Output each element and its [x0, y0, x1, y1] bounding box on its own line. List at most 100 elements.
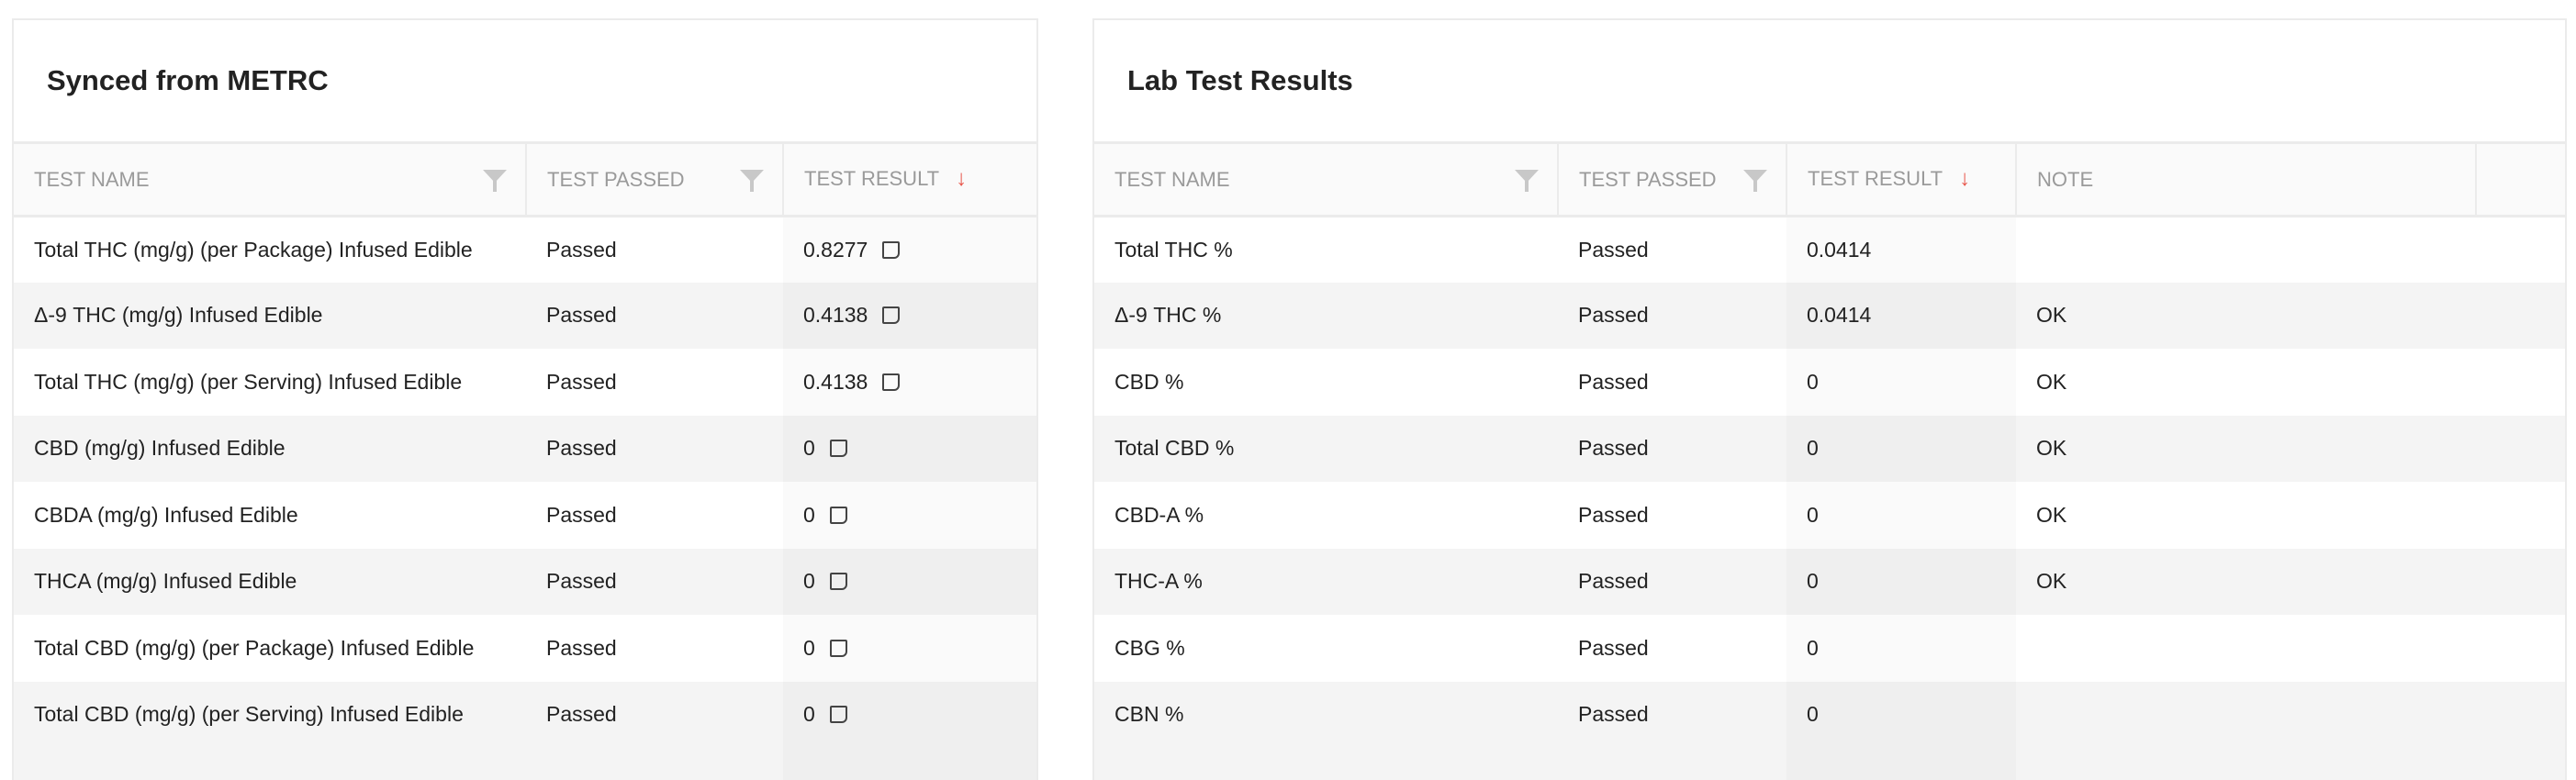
- column-header-test-name[interactable]: TEST NAME: [1094, 144, 1559, 217]
- cell-text: CBDA (mg/g) Infused Edible: [34, 502, 298, 527]
- cell-text: Passed: [1578, 436, 1649, 461]
- table-row[interactable]: Δ-9 THC % Passed 0.0414 OK: [1094, 282, 2565, 349]
- test-name-cell: Total THC (mg/g) (per Serving) Infused E…: [14, 349, 526, 416]
- cell-text: 0: [803, 569, 815, 594]
- table-row[interactable]: CBN % Passed 0: [1094, 681, 2565, 748]
- cell-text: Passed: [1578, 635, 1649, 660]
- filter-icon[interactable]: [483, 170, 507, 192]
- table-row[interactable]: THCA (mg/g) Infused Edible Passed 0: [14, 548, 1036, 615]
- test-result-cell: 0: [783, 482, 1036, 549]
- test-passed-cell: Passed: [526, 681, 783, 748]
- test-passed-cell: Passed: [1558, 282, 1786, 349]
- test-result-cell: 0: [783, 415, 1036, 482]
- cell-text: Passed: [546, 237, 617, 262]
- note-icon[interactable]: [882, 306, 901, 325]
- lab-results-panel: Lab Test Results TEST NAME TEST PASSED T…: [1092, 18, 2567, 780]
- test-name-cell: Δ-9 THC (mg/g) Infused Edible: [14, 282, 526, 349]
- table-row[interactable]: Total THC (mg/g) (per Package) Infused E…: [14, 216, 1036, 283]
- cell-text: Passed: [1578, 303, 1649, 328]
- cell-text: Passed: [546, 303, 617, 328]
- note-icon[interactable]: [829, 639, 847, 657]
- test-result-cell: 0: [1786, 349, 2016, 416]
- table-row[interactable]: CBD % Passed 0 OK: [1094, 349, 2565, 416]
- cell-text: 0: [1807, 702, 1819, 727]
- filter-icon[interactable]: [740, 170, 764, 192]
- table-row[interactable]: Total THC % Passed 0.0414: [1094, 216, 2565, 283]
- panel-title: Lab Test Results: [1094, 20, 2565, 144]
- column-header-test-passed[interactable]: TEST PASSED: [526, 144, 784, 217]
- test-name-cell: CBD (mg/g) Infused Edible: [14, 415, 526, 482]
- note-cell: OK: [2016, 415, 2476, 482]
- cell-text: Δ-9 THC (mg/g) Infused Edible: [34, 303, 323, 328]
- cell-text: 0.0414: [1807, 237, 1872, 262]
- note-icon[interactable]: [829, 506, 847, 524]
- test-name-cell: THC-A %: [1094, 548, 1558, 615]
- test-name-cell: CBG %: [1094, 615, 1558, 682]
- cell-text: Total THC (mg/g) (per Package) Infused E…: [34, 237, 473, 262]
- test-passed-cell: Passed: [526, 282, 783, 349]
- note-icon[interactable]: [829, 706, 847, 724]
- column-header-test-result[interactable]: TEST RESULT ↓: [1786, 144, 2017, 217]
- cell-text: OK: [2036, 569, 2067, 594]
- table-row: [1094, 748, 2565, 780]
- note-icon[interactable]: [882, 373, 901, 391]
- column-header-test-passed[interactable]: TEST PASSED: [1558, 144, 1787, 217]
- table-row[interactable]: THC-A % Passed 0 OK: [1094, 548, 2565, 615]
- cell-text: 0: [1807, 369, 1819, 394]
- note-cell: [2016, 216, 2476, 283]
- note-cell: OK: [2016, 482, 2476, 549]
- cell-text: Total THC (mg/g) (per Serving) Infused E…: [34, 369, 463, 394]
- test-passed-cell: Passed: [526, 482, 783, 549]
- note-icon[interactable]: [829, 440, 847, 458]
- cell-text: 0: [803, 702, 815, 727]
- table-row[interactable]: CBD-A % Passed 0 OK: [1094, 482, 2565, 549]
- sort-descending-arrow-icon[interactable]: ↓: [1959, 166, 1971, 192]
- table-row[interactable]: Δ-9 THC (mg/g) Infused Edible Passed 0.413…: [14, 282, 1036, 349]
- test-result-cell: 0: [1786, 482, 2016, 549]
- cell-text: CBD-A %: [1114, 502, 1204, 527]
- test-passed-cell: Passed: [526, 615, 783, 682]
- cell-text: Passed: [1578, 237, 1649, 262]
- table-row: [14, 748, 1036, 780]
- test-name-cell: CBD-A %: [1094, 482, 1558, 549]
- cell-text: THCA (mg/g) Infused Edible: [34, 569, 297, 594]
- cell-text: Passed: [1578, 702, 1649, 727]
- test-name-cell: THCA (mg/g) Infused Edible: [14, 548, 526, 615]
- column-header-test-result[interactable]: TEST RESULT ↓: [783, 144, 1036, 217]
- cell-text: 0: [1807, 502, 1819, 527]
- note-icon[interactable]: [829, 573, 847, 591]
- cell-text: Total CBD (mg/g) (per Serving) Infused E…: [34, 702, 464, 727]
- test-passed-cell: Passed: [1558, 349, 1786, 416]
- filter-icon[interactable]: [1515, 170, 1539, 192]
- cell-text: OK: [2036, 303, 2067, 328]
- cell-text: 0.4138: [803, 369, 868, 394]
- test-result-cell: 0.4138: [783, 282, 1036, 349]
- column-header-note[interactable]: NOTE: [2016, 144, 2477, 217]
- lab-results-table: TEST NAME TEST PASSED TEST RESULT ↓ NOTE …: [1094, 144, 2565, 780]
- note-cell: [2016, 615, 2476, 682]
- note-cell: OK: [2016, 548, 2476, 615]
- sort-descending-arrow-icon[interactable]: ↓: [956, 166, 968, 192]
- filter-icon[interactable]: [1743, 170, 1767, 192]
- table-row[interactable]: CBG % Passed 0: [1094, 615, 2565, 682]
- test-passed-cell: Passed: [1558, 615, 1786, 682]
- test-result-cell: 0: [783, 615, 1036, 682]
- cell-text: Passed: [1578, 369, 1649, 394]
- test-result-cell: 0: [783, 681, 1036, 748]
- table-row[interactable]: Total THC (mg/g) (per Serving) Infused E…: [14, 349, 1036, 416]
- table-row[interactable]: Total CBD (mg/g) (per Serving) Infused E…: [14, 681, 1036, 748]
- cell-text: CBD (mg/g) Infused Edible: [34, 436, 286, 461]
- table-row[interactable]: Total CBD % Passed 0 OK: [1094, 415, 2565, 482]
- table-row[interactable]: Total CBD (mg/g) (per Package) Infused E…: [14, 615, 1036, 682]
- test-name-cell: Total CBD (mg/g) (per Package) Infused E…: [14, 615, 526, 682]
- column-header-test-name[interactable]: TEST NAME: [14, 144, 527, 217]
- cell-text: 0: [803, 502, 815, 527]
- column-header-spacer: [2476, 144, 2565, 217]
- table-row[interactable]: CBDA (mg/g) Infused Edible Passed 0: [14, 482, 1036, 549]
- table-row[interactable]: CBD (mg/g) Infused Edible Passed 0: [14, 415, 1036, 482]
- cell-text: Passed: [546, 635, 617, 660]
- note-icon[interactable]: [882, 240, 901, 259]
- note-cell: OK: [2016, 349, 2476, 416]
- test-result-cell: 0.0414: [1786, 216, 2016, 283]
- cell-text: CBN %: [1114, 702, 1184, 727]
